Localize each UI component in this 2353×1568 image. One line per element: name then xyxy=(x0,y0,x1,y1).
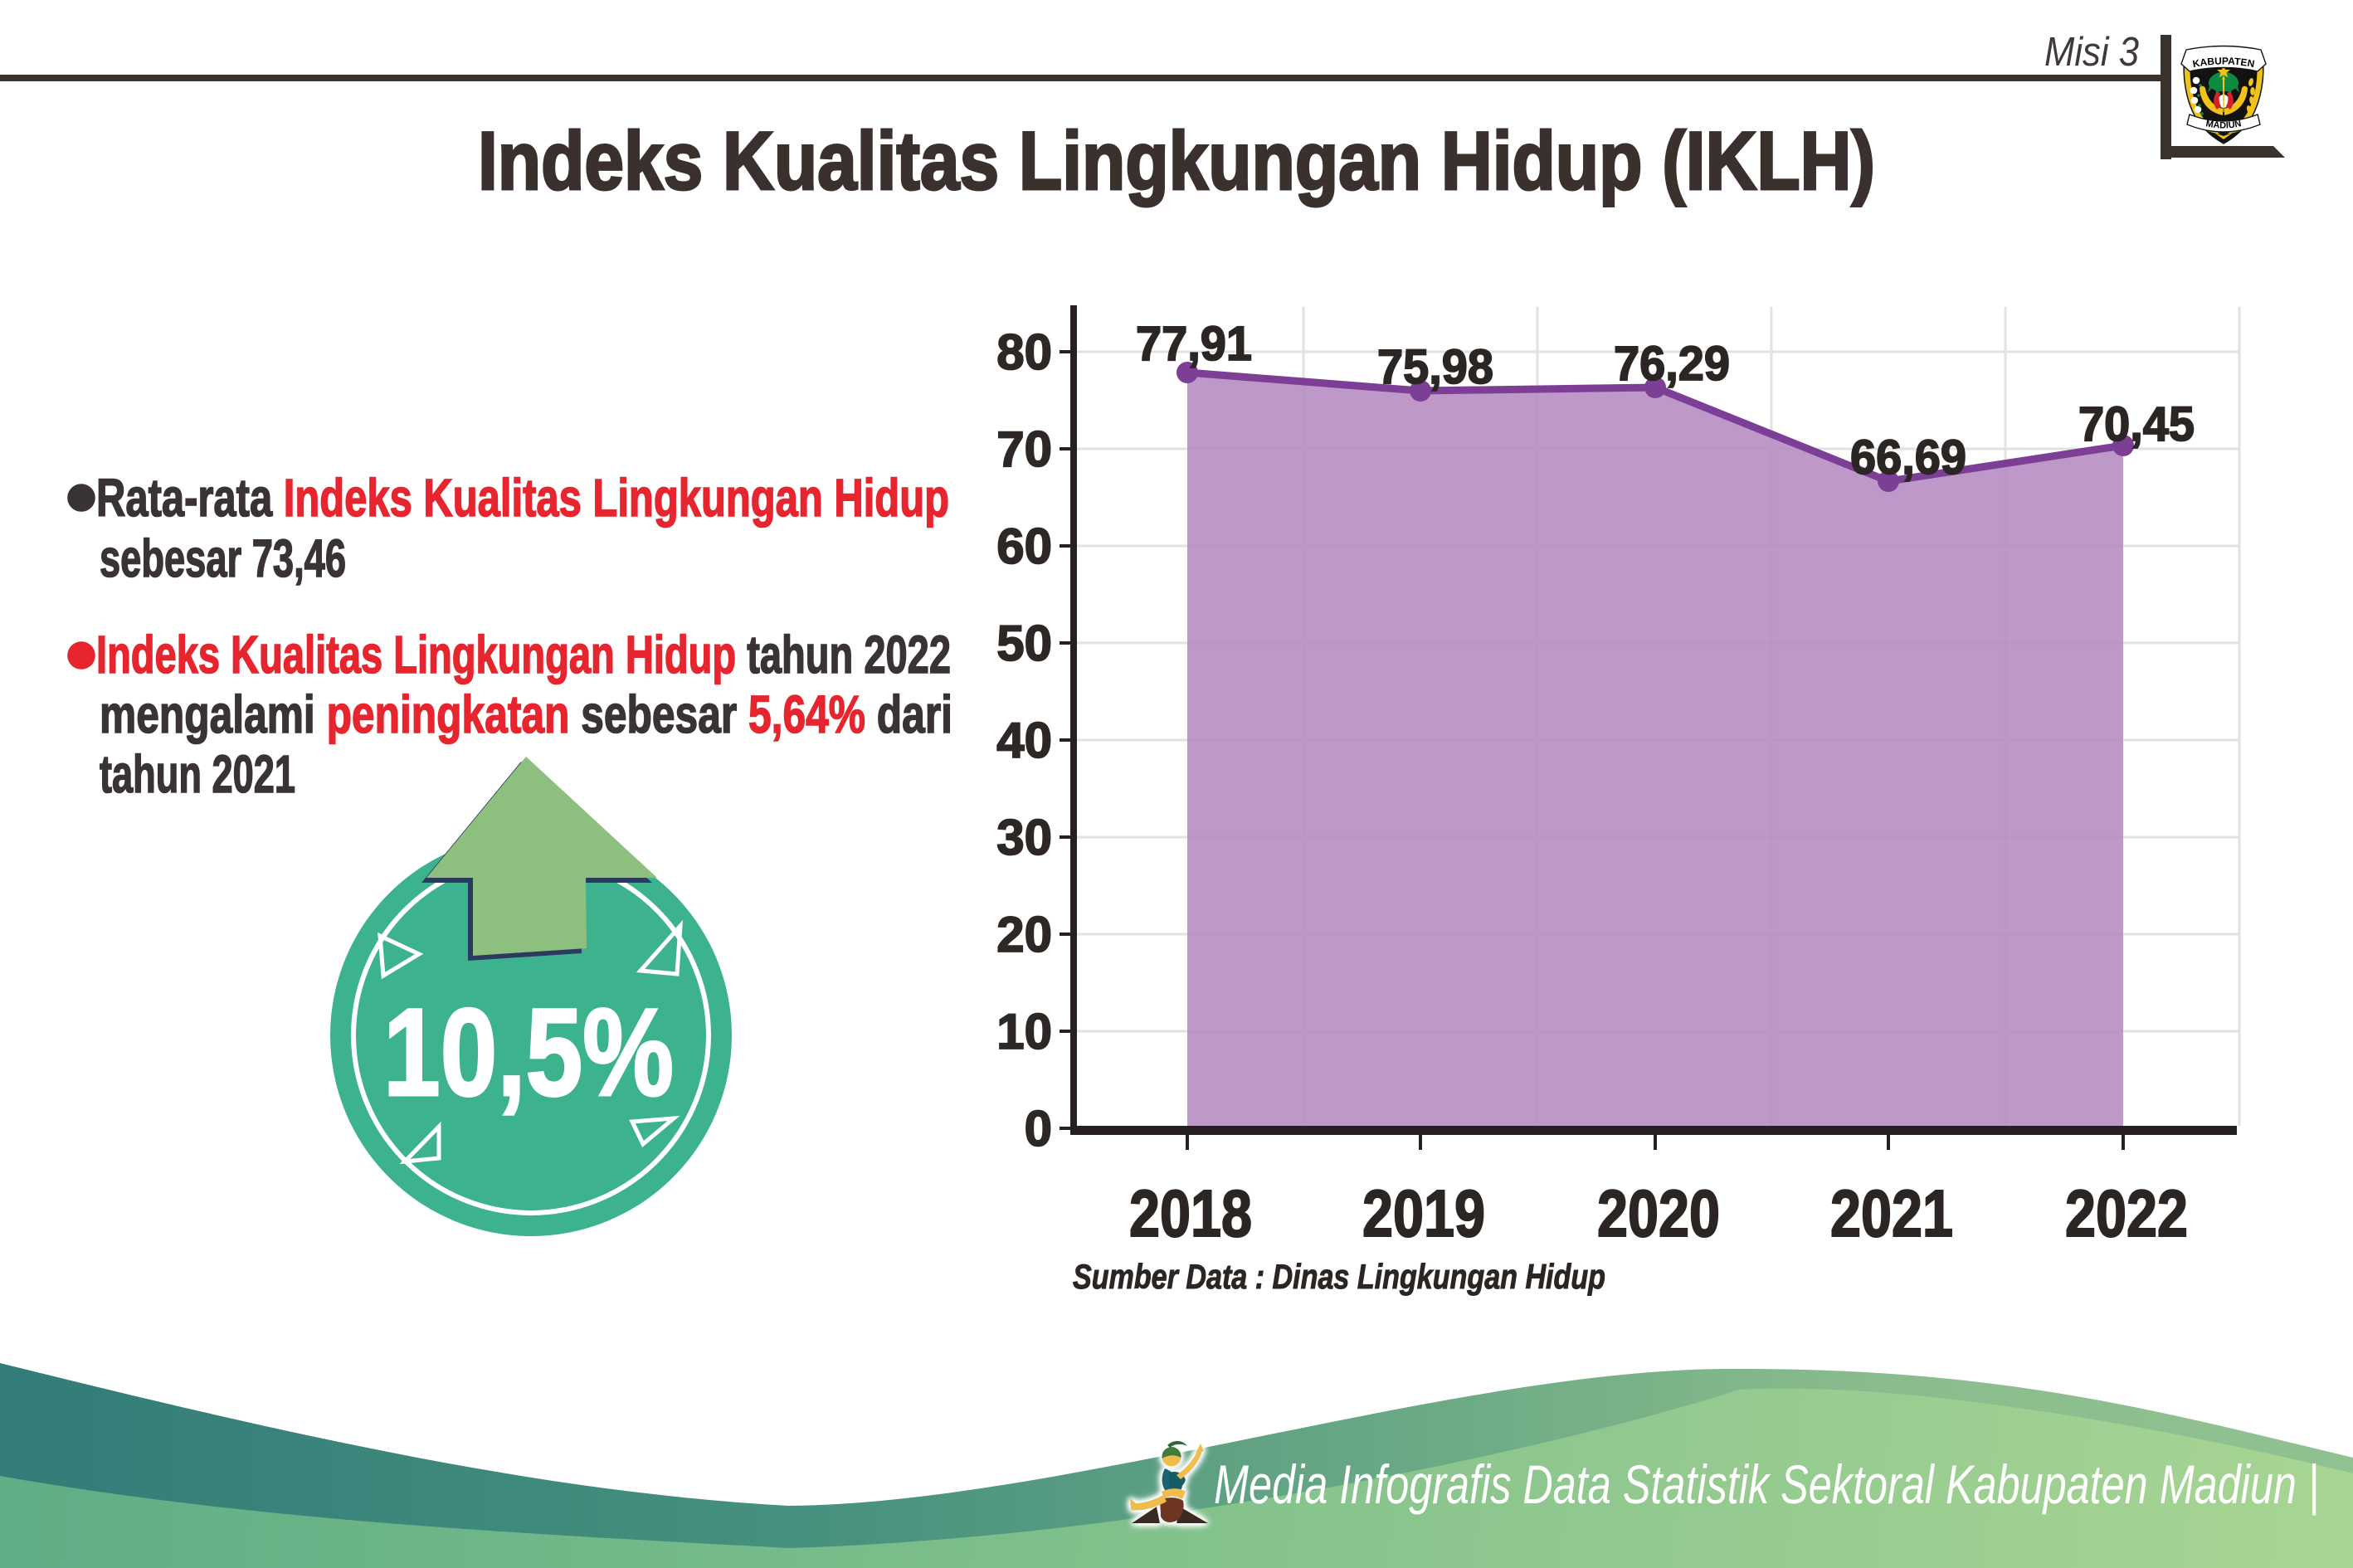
svg-text:Indeks Kualitas Lingkungan Hid: Indeks Kualitas Lingkungan Hidup (IKLH) xyxy=(478,114,1875,207)
svg-text:75,98: 75,98 xyxy=(1377,340,1493,394)
svg-text:10: 10 xyxy=(996,1004,1052,1059)
svg-text:20: 20 xyxy=(996,907,1052,962)
svg-text:77,91: 77,91 xyxy=(1136,317,1252,371)
svg-text:76,29: 76,29 xyxy=(1614,337,1730,391)
svg-text:70: 70 xyxy=(996,421,1052,477)
svg-text:60: 60 xyxy=(996,519,1052,574)
svg-text:30: 30 xyxy=(996,810,1052,865)
svg-text:80: 80 xyxy=(996,324,1052,380)
svg-text:Sumber Data : Dinas Lingkungan: Sumber Data : Dinas Lingkungan Hidup xyxy=(1073,1257,1605,1296)
svg-text:Rata-rata Indeks Kualitas Ling: Rata-rata Indeks Kualitas Lingkungan Hid… xyxy=(96,468,949,528)
svg-text:Media Infografis Data Statisti: Media Infografis Data Statistik Sektoral… xyxy=(1214,1454,2319,1517)
svg-text:2020: 2020 xyxy=(1597,1176,1720,1250)
svg-text:66,69: 66,69 xyxy=(1850,431,1966,485)
svg-text:tahun 2021: tahun 2021 xyxy=(100,744,295,804)
svg-text:10,5%: 10,5% xyxy=(383,982,674,1122)
svg-text:MADIUN: MADIUN xyxy=(2205,119,2243,130)
svg-text:2022: 2022 xyxy=(2065,1176,2188,1250)
svg-text:sebesar 73,46: sebesar 73,46 xyxy=(100,528,346,588)
svg-text:40: 40 xyxy=(996,713,1052,768)
svg-text:70,45: 70,45 xyxy=(2078,397,2195,451)
svg-text:2018: 2018 xyxy=(1129,1176,1252,1250)
svg-text:50: 50 xyxy=(996,616,1052,671)
svg-text:Indeks Kualitas Lingkungan Hid: Indeks Kualitas Lingkungan Hidup tahun 2… xyxy=(96,625,951,684)
svg-text:KABUPATEN: KABUPATEN xyxy=(2191,55,2255,70)
svg-text:Misi 3: Misi 3 xyxy=(2044,30,2139,75)
svg-text:0: 0 xyxy=(1025,1101,1052,1157)
svg-text:2019: 2019 xyxy=(1362,1176,1485,1250)
svg-text:mengalami peningkatan sebesar: mengalami peningkatan sebesar 5,64% dari xyxy=(100,684,952,744)
svg-text:2021: 2021 xyxy=(1830,1176,1953,1250)
